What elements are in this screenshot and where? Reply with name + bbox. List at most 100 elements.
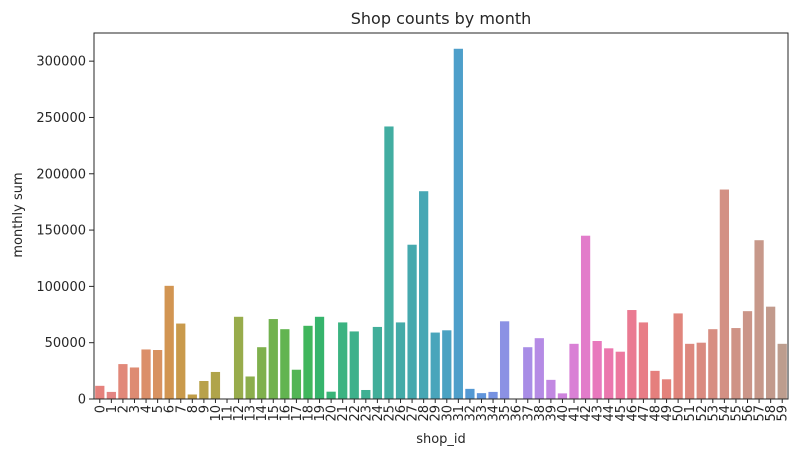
bar-46 <box>627 310 637 399</box>
bar-15 <box>268 319 278 399</box>
bar-40 <box>557 393 568 399</box>
x-tick-label: 17 <box>290 405 305 422</box>
x-tick-label: 29 <box>429 405 444 422</box>
bar-21 <box>338 322 348 399</box>
x-tick-label: 23 <box>359 405 374 422</box>
x-tick-label: 47 <box>637 405 652 422</box>
x-tick-label: 5 <box>151 405 166 413</box>
x-tick-label: 55 <box>729 405 744 422</box>
x-tick-label: 45 <box>614 405 629 422</box>
x-tick-label: 42 <box>579 405 594 422</box>
bar-23 <box>361 389 371 399</box>
x-tick-label: 48 <box>648 405 663 422</box>
x-tick-label: 28 <box>417 405 432 422</box>
x-tick-label: 34 <box>487 405 502 422</box>
x-tick-label: 52 <box>695 405 710 422</box>
bar-38 <box>534 338 544 399</box>
bar-54 <box>719 189 730 399</box>
y-tick-label: 0 <box>78 393 86 408</box>
bar-9 <box>199 380 209 399</box>
bar-19 <box>314 316 325 399</box>
bar-50 <box>673 313 683 399</box>
x-axis-label: shop_id <box>416 432 466 447</box>
x-tick-label: 6 <box>163 405 178 413</box>
bar-5 <box>152 350 163 399</box>
bar-12 <box>233 316 244 399</box>
bar-20 <box>326 391 336 399</box>
bar-33 <box>476 393 487 399</box>
bar-4 <box>141 349 151 399</box>
bar-32 <box>465 388 475 399</box>
x-tick-label: 41 <box>568 405 583 422</box>
y-axis-label: monthly sum <box>11 172 26 257</box>
bar-56 <box>742 311 753 399</box>
bar-2 <box>118 364 128 399</box>
bar-28 <box>419 191 429 399</box>
bar-55 <box>731 328 741 399</box>
bar-6 <box>164 285 174 399</box>
y-tick-label: 100000 <box>36 280 86 295</box>
x-tick-label: 58 <box>764 405 779 422</box>
bar-10 <box>210 371 221 399</box>
x-tick-label: 7 <box>174 405 189 413</box>
bar-14 <box>257 347 267 399</box>
bar-13 <box>245 376 255 399</box>
x-tick-label: 15 <box>267 405 282 422</box>
bar-29 <box>430 332 440 399</box>
x-tick-label: 16 <box>278 405 293 422</box>
bar-44 <box>604 348 614 399</box>
bar-8 <box>187 394 197 399</box>
x-tick-label: 4 <box>140 405 155 413</box>
x-tick-label: 30 <box>440 405 455 422</box>
bar-17 <box>291 369 302 399</box>
bar-31 <box>453 48 463 400</box>
bar-42 <box>580 235 591 399</box>
y-tick-label: 250000 <box>36 111 86 126</box>
x-tick-label: 21 <box>336 405 351 422</box>
bar-52 <box>696 342 706 399</box>
chart-title: Shop counts by month <box>351 9 532 28</box>
x-tick-label: 44 <box>602 405 617 422</box>
x-tick-label: 0 <box>93 405 108 413</box>
bar-37 <box>523 347 533 399</box>
y-tick-label: 200000 <box>36 167 86 182</box>
plot-frame <box>93 32 789 400</box>
y-tick-label: 50000 <box>45 336 86 351</box>
x-tick-label: 10 <box>209 405 224 422</box>
bar-47 <box>638 322 649 399</box>
x-axis: 0123456789101112131415161718192021222324… <box>93 399 791 422</box>
y-tick-label: 150000 <box>36 224 86 239</box>
bar-0 <box>95 385 105 399</box>
x-tick-label: 24 <box>371 405 386 422</box>
x-tick-label: 37 <box>521 405 536 422</box>
x-tick-label: 32 <box>463 405 478 422</box>
bar-59 <box>777 343 787 399</box>
x-tick-label: 46 <box>625 405 640 422</box>
x-tick-label: 31 <box>452 405 467 422</box>
x-tick-label: 56 <box>741 405 756 422</box>
bar-41 <box>569 343 579 399</box>
x-tick-label: 50 <box>672 405 687 422</box>
x-tick-label: 2 <box>116 405 131 413</box>
bar-3 <box>129 367 140 399</box>
x-tick-label: 36 <box>510 405 525 422</box>
x-tick-label: 27 <box>406 405 421 422</box>
x-tick-label: 1 <box>105 405 120 413</box>
bar-57 <box>754 240 764 399</box>
x-tick-label: 14 <box>255 405 270 422</box>
x-tick-label: 38 <box>533 405 548 422</box>
bar-1 <box>106 391 116 399</box>
x-tick-label: 8 <box>186 405 201 413</box>
bar-48 <box>650 370 660 399</box>
x-tick-label: 53 <box>706 405 721 422</box>
bar-22 <box>349 331 359 399</box>
bar-51 <box>685 343 695 399</box>
x-tick-label: 57 <box>753 405 768 422</box>
bar-53 <box>708 329 718 399</box>
bar-30 <box>442 330 452 399</box>
x-tick-label: 11 <box>221 405 236 422</box>
y-axis: 0 50000 100000 150000 200000 250000 300000 <box>36 55 94 408</box>
x-tick-label: 9 <box>197 405 212 413</box>
